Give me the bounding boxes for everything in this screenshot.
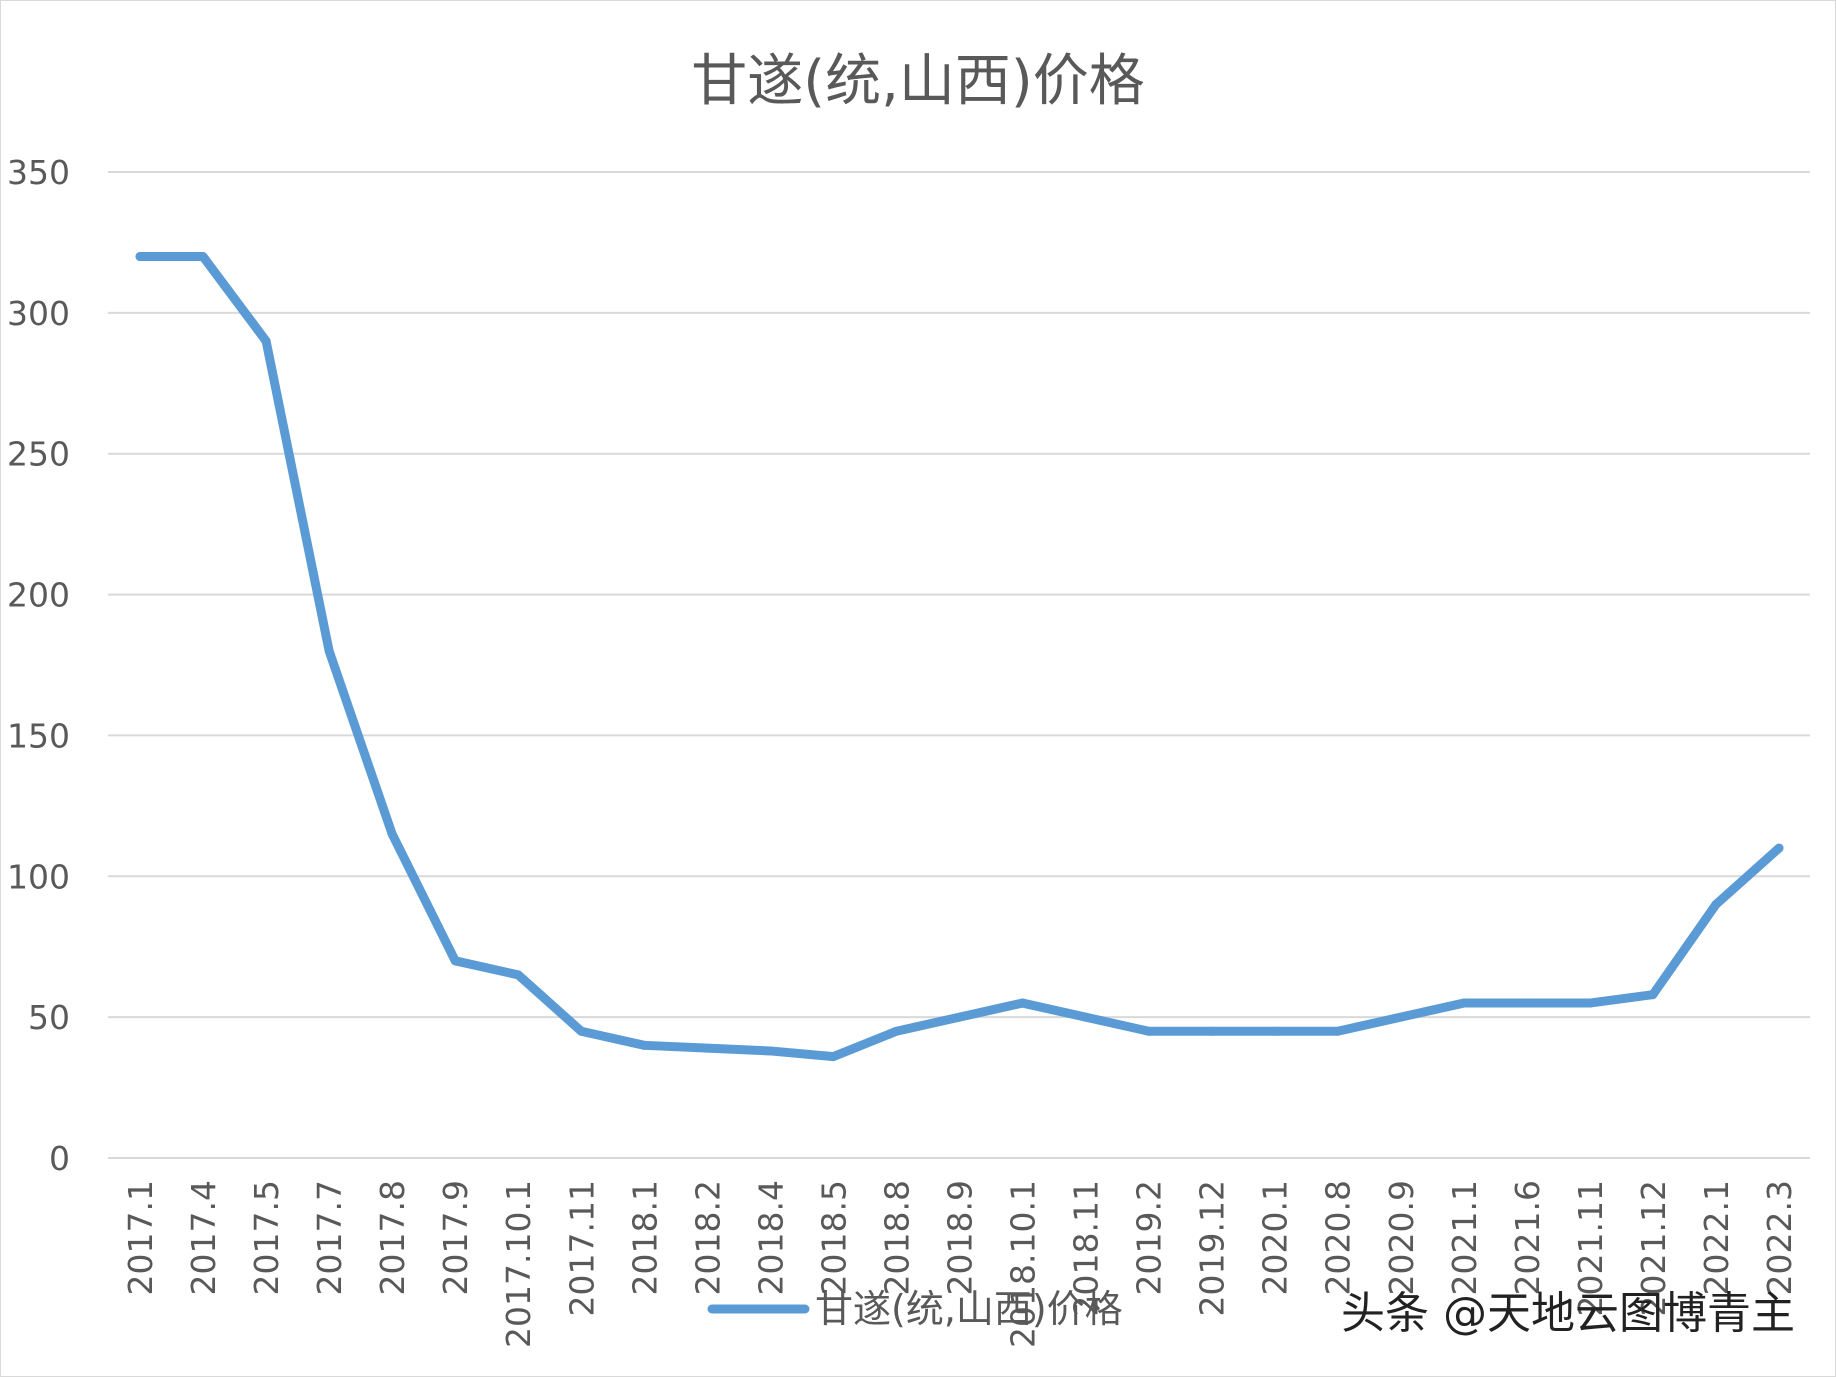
data-point bbox=[1207, 1026, 1217, 1036]
data-point bbox=[261, 336, 271, 346]
x-tick-label: 2018.10.1 bbox=[1004, 1180, 1043, 1348]
y-tick-label: 50 bbox=[28, 998, 70, 1037]
x-tick-label: 2020.8 bbox=[1319, 1180, 1358, 1295]
x-tick-label: 2018.11 bbox=[1067, 1180, 1106, 1316]
y-tick-label: 200 bbox=[7, 576, 70, 615]
x-tick-label: 2021.11 bbox=[1571, 1180, 1610, 1316]
x-tick-label: 2022.3 bbox=[1760, 1180, 1799, 1295]
data-point bbox=[765, 1046, 775, 1056]
x-tick-label: 2018.9 bbox=[941, 1180, 980, 1295]
data-point bbox=[324, 646, 334, 656]
data-point bbox=[576, 1026, 586, 1036]
x-tick-label: 2018.8 bbox=[877, 1180, 916, 1295]
x-tick-label: 2019.12 bbox=[1193, 1180, 1232, 1316]
x-tick-label: 2021.6 bbox=[1508, 1180, 1547, 1295]
data-point bbox=[1774, 843, 1784, 853]
legend-label: 甘遂(统,山西)价格 bbox=[815, 1287, 1123, 1331]
data-point bbox=[1648, 990, 1658, 1000]
data-point bbox=[1396, 1012, 1406, 1022]
y-tick-label: 100 bbox=[7, 857, 70, 896]
x-tick-label: 2017.11 bbox=[562, 1180, 601, 1316]
x-tick-label: 2021.1 bbox=[1445, 1180, 1484, 1295]
x-tick-label: 2021.12 bbox=[1634, 1180, 1673, 1316]
data-point bbox=[1522, 998, 1532, 1008]
y-tick-label: 350 bbox=[7, 153, 70, 192]
data-point bbox=[1144, 1026, 1154, 1036]
data-point bbox=[1333, 1026, 1343, 1036]
y-tick-label: 0 bbox=[49, 1139, 70, 1178]
y-tick-label: 300 bbox=[7, 294, 70, 333]
x-tick-label: 2020.1 bbox=[1256, 1180, 1295, 1295]
x-tick-label: 2018.1 bbox=[625, 1180, 664, 1295]
x-tick-label: 2017.7 bbox=[310, 1180, 349, 1295]
data-point bbox=[1711, 899, 1721, 909]
data-point bbox=[1270, 1026, 1280, 1036]
data-point bbox=[198, 252, 208, 262]
x-tick-label: 2018.5 bbox=[814, 1180, 853, 1295]
x-tick-label: 2020.9 bbox=[1382, 1180, 1421, 1295]
data-point bbox=[1081, 1012, 1091, 1022]
data-point bbox=[828, 1052, 838, 1062]
gridlines bbox=[108, 171, 1810, 1159]
y-axis-ticks: 0 50 100 150 200 250 300 350 bbox=[7, 153, 70, 1178]
series-layer bbox=[135, 252, 1784, 1062]
x-tick-label: 2017.9 bbox=[436, 1180, 475, 1295]
data-point bbox=[702, 1043, 712, 1053]
data-point bbox=[513, 970, 523, 980]
y-tick-label: 250 bbox=[7, 435, 70, 474]
data-point bbox=[135, 252, 145, 262]
x-tick-label: 2017.10.1 bbox=[499, 1180, 538, 1348]
x-tick-label: 2018.2 bbox=[688, 1180, 727, 1295]
data-point bbox=[639, 1040, 649, 1050]
x-tick-label: 2022.1 bbox=[1697, 1180, 1736, 1295]
data-point bbox=[387, 829, 397, 839]
chart-title: 甘遂(统,山西)价格 bbox=[691, 49, 1145, 114]
x-tick-label: 2019.2 bbox=[1130, 1180, 1169, 1295]
x-tick-label: 2017.1 bbox=[121, 1180, 160, 1295]
data-point bbox=[955, 1012, 964, 1022]
series-line bbox=[135, 252, 1784, 1062]
y-tick-label: 150 bbox=[7, 716, 70, 755]
watermark-text: 头条 @天地云图博青主 bbox=[1341, 1288, 1795, 1339]
data-point bbox=[1018, 998, 1028, 1008]
data-point bbox=[1585, 998, 1595, 1008]
x-axis-ticks: 2017.1 2017.4 2017.5 2017.7 2017.8 2017.9 2017… bbox=[121, 1180, 1799, 1348]
legend[interactable]: 甘遂(统,山西)价格 bbox=[707, 1287, 1123, 1331]
data-point bbox=[450, 956, 460, 966]
data-point bbox=[1459, 998, 1469, 1008]
x-tick-label: 2017.5 bbox=[247, 1180, 286, 1295]
x-tick-label: 2018.4 bbox=[751, 1180, 790, 1295]
x-tick-label: 2017.4 bbox=[184, 1180, 223, 1295]
data-point bbox=[891, 1026, 901, 1036]
x-tick-label: 2017.8 bbox=[373, 1180, 412, 1295]
